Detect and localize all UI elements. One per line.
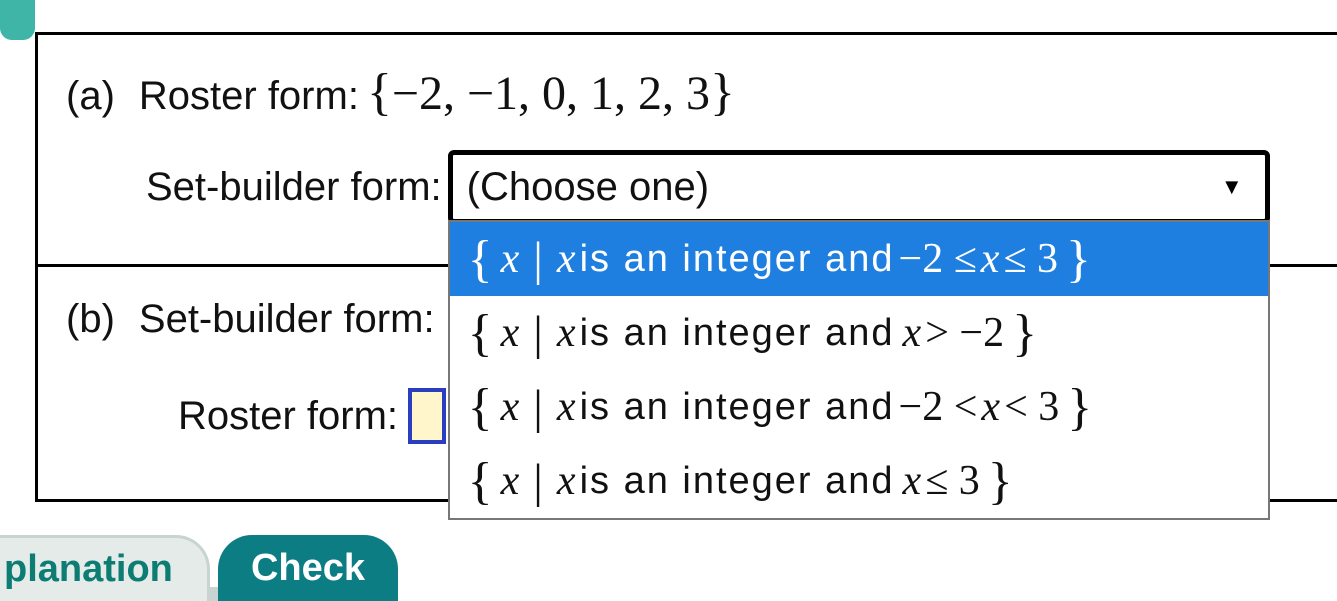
roster-nums: −2, −1, 0, 1, 2, 3 xyxy=(392,67,710,120)
roster-form-label-a: Roster form: xyxy=(139,74,359,119)
dropdown-option[interactable]: {x|x is an integer and −2 < x < 3} xyxy=(450,370,1268,444)
part-a-setbuilder-line: Set-builder form: (Choose one) ▼ {x|x is… xyxy=(58,150,1270,224)
setbuilder-dropdown-wrap: (Choose one) ▼ {x|x is an integer and −2… xyxy=(448,150,1270,224)
part-b-roster-line: Roster form: xyxy=(58,388,446,444)
part-b-label: (b) xyxy=(66,297,115,342)
lbrace: { xyxy=(367,64,392,121)
rbrace: } xyxy=(710,64,735,121)
dropdown-option[interactable]: {x|x is an integer and x > −2} xyxy=(450,296,1268,370)
explanation-label: planation xyxy=(4,548,173,591)
roster-value-a: {−2, −1, 0, 1, 2, 3} xyxy=(367,63,735,122)
dropdown-option[interactable]: {x|x is an integer and −2 ≤ x ≤ 3} xyxy=(450,222,1268,296)
left-tab-handle xyxy=(0,0,35,40)
dropdown-placeholder: (Choose one) xyxy=(467,165,709,210)
part-b-setbuilder-line: (b) Set-builder form: xyxy=(58,297,435,342)
setbuilder-dropdown[interactable]: (Choose one) ▼ xyxy=(448,150,1270,224)
check-button[interactable]: Check xyxy=(218,535,398,601)
explanation-button[interactable]: planation xyxy=(0,535,210,601)
part-a-roster-line: (a) Roster form: {−2, −1, 0, 1, 2, 3} xyxy=(58,63,735,122)
setbuilder-label-a: Set-builder form: xyxy=(146,165,442,210)
roster-form-label-b: Roster form: xyxy=(178,394,398,439)
part-a-row: (a) Roster form: {−2, −1, 0, 1, 2, 3} Se… xyxy=(38,35,1337,267)
chevron-down-icon: ▼ xyxy=(1221,174,1243,200)
dropdown-list: {x|x is an integer and −2 ≤ x ≤ 3}{x|x i… xyxy=(448,220,1270,520)
setbuilder-label-b: Set-builder form: xyxy=(139,297,435,342)
roster-input-b[interactable] xyxy=(408,388,446,444)
check-label: Check xyxy=(251,547,365,590)
bottom-bar: planation Check xyxy=(0,535,1337,601)
part-a-label: (a) xyxy=(66,74,115,119)
dropdown-option[interactable]: {x|x is an integer and x ≤ 3} xyxy=(450,444,1268,518)
problem-table: (a) Roster form: {−2, −1, 0, 1, 2, 3} Se… xyxy=(35,32,1337,502)
